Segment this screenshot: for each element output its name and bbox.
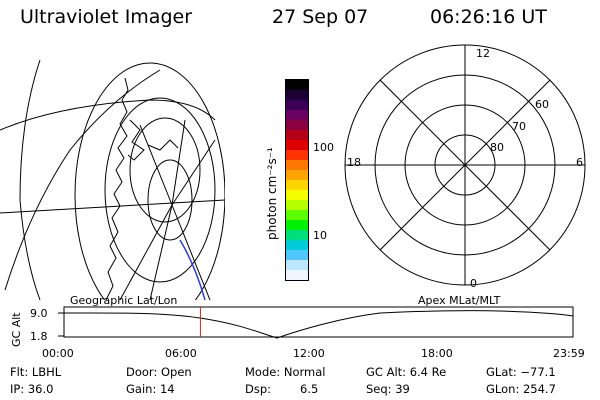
colorbar-segment — [286, 110, 308, 120]
polar-label-6: 6 — [576, 156, 583, 169]
time-tick-1200: 12:00 — [293, 347, 325, 360]
door-info: Door: Open — [126, 365, 192, 379]
colorbar-segment — [286, 120, 308, 130]
meridian-5 — [139, 124, 173, 206]
gain-info: Gain: 14 — [126, 382, 175, 396]
polar-label-12: 12 — [476, 47, 490, 60]
meridian-6 — [171, 139, 216, 206]
glat-info: GLat: −77.1 — [486, 365, 556, 379]
dsp-label: Dsp: — [245, 382, 272, 396]
colorbar-segment — [286, 260, 308, 270]
colorbar-segment — [286, 200, 308, 210]
meridian-2 — [149, 204, 173, 300]
time-label: 06:26:16 UT — [430, 6, 547, 28]
polar-label-0: 0 — [470, 277, 477, 290]
outer-arc-left — [4, 69, 161, 291]
seq-info: Seq: 39 — [366, 382, 410, 396]
outer-arc-far — [19, 59, 41, 300]
gc-alt-info: GC Alt: 6.4 Re — [366, 365, 447, 379]
lat-circle-pole — [147, 159, 193, 241]
polar-label-60: 60 — [535, 98, 549, 111]
time-tick-0600: 06:00 — [165, 347, 197, 360]
meridian-1 — [119, 204, 173, 300]
mode-info: Mode: Normal — [245, 365, 326, 379]
time-tick-2359: 23:59 — [553, 347, 585, 360]
colorbar-segment — [286, 210, 308, 220]
colorbar-tick-100: 100 — [313, 141, 334, 154]
meridian-3 — [171, 204, 211, 300]
filter-info: Flt: LBHL — [10, 365, 62, 379]
polar-label-80: 80 — [490, 141, 504, 154]
polar-label-18: 18 — [347, 156, 361, 169]
meridian-horizontal — [0, 199, 225, 214]
time-tick-0000: 00:00 — [42, 347, 74, 360]
lat-circle-mid — [104, 97, 216, 283]
colorbar-segment — [286, 100, 308, 110]
dsp-value: 6.5 — [300, 382, 319, 396]
coastline — [105, 77, 129, 300]
meridian-4 — [171, 119, 186, 206]
colorbar-segment — [286, 230, 308, 240]
colorbar-segment — [286, 220, 308, 230]
colorbar-segment — [286, 150, 308, 160]
colorbar-segment — [286, 270, 308, 280]
glon-info: GLon: 254.7 — [486, 382, 556, 396]
altitude-frame — [63, 306, 574, 338]
terminator-line — [179, 239, 206, 300]
alt-tick-high: 9.0 — [30, 307, 48, 320]
colorbar-segment — [286, 180, 308, 190]
ip-info: IP: 36.0 — [10, 382, 54, 396]
colorbar-segment — [286, 140, 308, 150]
app-title: Ultraviolet Imager — [20, 6, 193, 28]
colorbar-segment — [286, 90, 308, 100]
colorbar-segment — [286, 240, 308, 250]
alt-tick-low: 1.8 — [30, 330, 48, 343]
colorbar-segment — [286, 170, 308, 180]
coastline-ice — [147, 139, 179, 151]
colorbar-segment — [286, 80, 308, 90]
colorbar-segment — [286, 160, 308, 170]
polar-label-70: 70 — [512, 120, 526, 133]
outer-arc-top — [0, 99, 216, 131]
polar-diag-2 — [379, 79, 551, 251]
colorbar-segment — [286, 250, 308, 260]
date-label: 27 Sep 07 — [272, 6, 369, 28]
coastline-island — [127, 119, 145, 161]
geo-latlon-label: Geographic Lat/Lon — [70, 294, 178, 307]
colorbar-segment — [286, 130, 308, 140]
colorbar-segment — [286, 190, 308, 200]
altitude-curve — [63, 310, 574, 339]
earth-limb — [74, 62, 225, 300]
time-tick-1800: 18:00 — [421, 347, 453, 360]
colorbar-tick-10: 10 — [313, 229, 327, 242]
apex-mlat-label: Apex MLat/MLT — [418, 294, 501, 307]
lat-circle-inner — [129, 117, 201, 223]
color-scale-bar — [285, 79, 309, 281]
